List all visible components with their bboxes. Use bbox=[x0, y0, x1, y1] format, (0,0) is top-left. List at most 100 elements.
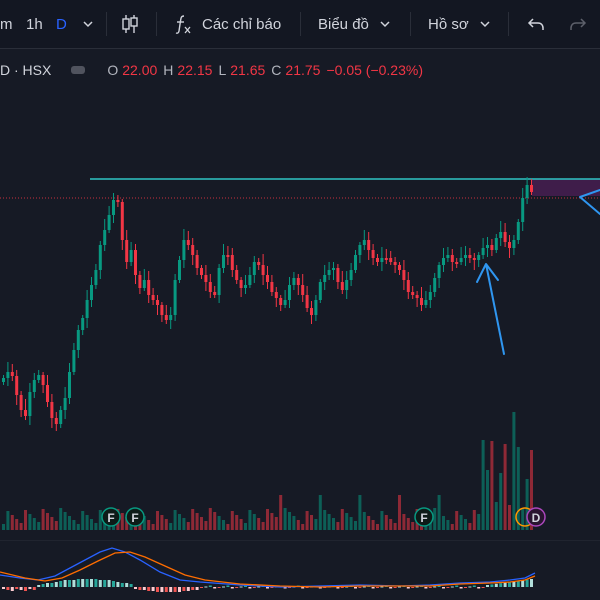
event-f-label: F bbox=[131, 511, 138, 525]
histogram-bar bbox=[486, 585, 489, 587]
candle-body bbox=[516, 222, 520, 240]
volume-bar bbox=[125, 517, 129, 530]
indicators-label: Các chỉ báo bbox=[202, 15, 282, 33]
histogram-bar bbox=[499, 583, 503, 587]
candle-body bbox=[279, 298, 283, 305]
volume-bar bbox=[323, 510, 327, 530]
volume-bar bbox=[274, 517, 278, 530]
undo-icon bbox=[527, 18, 544, 30]
profile-menu-button[interactable]: Hồ sơ bbox=[428, 0, 491, 48]
redo-button[interactable] bbox=[568, 0, 588, 48]
volume-bar bbox=[68, 516, 71, 530]
candle-body bbox=[358, 245, 362, 255]
histogram-bar bbox=[345, 586, 349, 588]
candle-body bbox=[398, 265, 401, 270]
volume-bar bbox=[292, 516, 296, 530]
volume-bar bbox=[85, 515, 89, 530]
volume-bar bbox=[142, 516, 146, 530]
volume-bar bbox=[288, 512, 291, 530]
candle-body bbox=[424, 300, 428, 305]
histogram-bar bbox=[98, 580, 102, 587]
volume-bar bbox=[393, 523, 397, 530]
histogram-bar bbox=[24, 587, 27, 591]
volume-bar bbox=[195, 513, 199, 530]
histogram-bar bbox=[169, 587, 173, 592]
candle-body bbox=[186, 240, 190, 245]
event-marker-f[interactable]: F bbox=[125, 507, 145, 527]
volume-bar bbox=[301, 524, 305, 530]
candle-body bbox=[349, 270, 353, 280]
interval-minute-button[interactable]: m bbox=[0, 0, 13, 48]
histogram-bar bbox=[389, 587, 393, 589]
volume-bar bbox=[296, 520, 300, 530]
volume-bar bbox=[28, 514, 32, 530]
candle-body bbox=[230, 255, 234, 270]
candle-body bbox=[323, 275, 327, 282]
histogram-bar bbox=[178, 587, 181, 592]
candle-body bbox=[68, 372, 71, 398]
interval-1h-button[interactable]: 1h bbox=[26, 0, 43, 48]
histogram-bar bbox=[182, 587, 186, 591]
event-marker-f[interactable]: F bbox=[101, 507, 121, 527]
interval-d-button[interactable]: D bbox=[56, 0, 67, 48]
histogram-bar bbox=[156, 587, 159, 592]
candle-body bbox=[481, 248, 485, 255]
candle-body bbox=[428, 292, 432, 300]
histogram-bar bbox=[508, 582, 511, 587]
arrow-annotation[interactable] bbox=[476, 263, 505, 355]
histogram-bar bbox=[191, 587, 195, 590]
volume-bar bbox=[248, 510, 252, 530]
histogram-bar bbox=[468, 586, 472, 588]
volume-bar bbox=[459, 515, 463, 530]
volume-bar bbox=[76, 524, 80, 530]
event-marker-f[interactable]: F bbox=[414, 507, 434, 527]
volume-bar bbox=[266, 509, 269, 530]
volume-bar bbox=[486, 470, 489, 530]
top-toolbar: m 1h D Các chỉ báo Biểu đồ Hồ sơ bbox=[0, 0, 600, 49]
histogram-bar bbox=[217, 587, 221, 588]
event-d-label: D bbox=[532, 511, 541, 525]
volume-bar bbox=[318, 495, 322, 530]
undo-button[interactable] bbox=[526, 0, 546, 48]
candle-body bbox=[446, 255, 450, 258]
candle-body bbox=[288, 285, 291, 300]
indicators-button[interactable]: Các chỉ báo bbox=[172, 0, 281, 48]
candle-body bbox=[235, 270, 239, 280]
histogram-bar bbox=[6, 587, 10, 590]
event-marker-dividend[interactable]: D bbox=[526, 507, 546, 527]
histogram-bar bbox=[494, 583, 498, 587]
arrow-annotation[interactable] bbox=[579, 189, 600, 215]
candle-body bbox=[490, 245, 494, 250]
histogram-bar bbox=[76, 579, 80, 587]
histogram-bar bbox=[252, 587, 256, 588]
candle-body bbox=[459, 258, 463, 262]
histogram-bar bbox=[521, 580, 525, 587]
volume-bars bbox=[2, 412, 533, 530]
price-chart[interactable]: F F F D bbox=[0, 88, 600, 538]
histogram-bar bbox=[90, 579, 93, 587]
chart-menu-button[interactable]: Biểu đồ bbox=[318, 0, 391, 48]
histogram-bar bbox=[63, 580, 67, 587]
macd-indicator[interactable] bbox=[0, 540, 600, 600]
price-zone-highlight bbox=[532, 179, 600, 196]
symbol-name[interactable]: D · HSX bbox=[0, 62, 52, 78]
interval-dropdown-button[interactable] bbox=[82, 0, 94, 48]
candle-body bbox=[512, 240, 516, 248]
histogram-bar bbox=[415, 586, 419, 588]
histogram-bar bbox=[424, 587, 428, 589]
candle-body bbox=[178, 260, 181, 280]
histogram-bar bbox=[112, 581, 115, 587]
toolbar-divider bbox=[300, 12, 301, 36]
chevron-down-icon bbox=[480, 21, 490, 28]
candle-body bbox=[85, 300, 89, 318]
legend-toggle-icon[interactable] bbox=[71, 66, 86, 74]
volume-bar bbox=[411, 522, 415, 530]
chevron-down-icon bbox=[83, 21, 93, 28]
candle-body bbox=[340, 282, 344, 290]
candle-body bbox=[107, 215, 111, 230]
histogram-bar bbox=[186, 587, 190, 591]
toolbar-divider bbox=[106, 12, 107, 36]
volume-bar bbox=[481, 440, 485, 530]
chart-type-button[interactable] bbox=[120, 0, 140, 48]
volume-bar bbox=[244, 523, 247, 530]
